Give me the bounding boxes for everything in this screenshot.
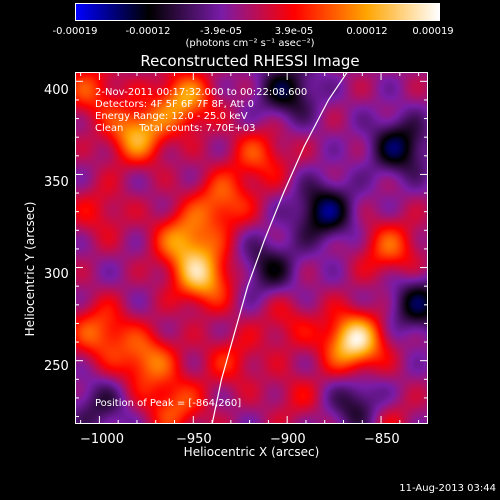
colorbar-tick-label: 0.00019 — [412, 26, 454, 37]
observation-time: 2-Nov-2011 00:17:32.000 to 00:22:08.600 — [95, 87, 308, 98]
x-axis-label: Heliocentric X (arcsec) — [183, 445, 320, 459]
colorbar-tick-label: -0.00012 — [125, 26, 171, 37]
x-tick-label: −1000 — [80, 432, 124, 447]
peak-position-text: Position of Peak = [-864,260] — [95, 398, 242, 409]
y-tick-label: 300 — [44, 267, 69, 282]
colorbar — [75, 3, 440, 21]
y-axis-label: Heliocentric Y (arcsec) — [23, 201, 37, 337]
x-tick-label: −850 — [364, 432, 400, 447]
plot-timestamp: 11-Aug-2013 03:44 — [399, 483, 496, 494]
colorbar-tick-label: 3.9e-05 — [274, 26, 314, 37]
y-tick-label: 250 — [44, 359, 69, 374]
x-tick-label: −900 — [270, 432, 306, 447]
colorbar-tick-label: -0.00019 — [52, 26, 98, 37]
clean-counts-info: Clean Total counts: 7.70E+03 — [95, 123, 256, 134]
colorbar-gradient — [76, 4, 439, 20]
x-tick-label: −950 — [176, 432, 212, 447]
y-tick-label: 400 — [44, 83, 69, 98]
colorbar-tick-label: 0.00012 — [346, 26, 388, 37]
chart-title: Reconstructed RHESSI Image — [140, 52, 360, 70]
solar-limb-line — [211, 72, 348, 424]
colorbar-tick-label: -3.9e-05 — [200, 26, 242, 37]
detectors-info: Detectors: 4F 5F 6F 7F 8F, Att 0 — [95, 99, 255, 110]
y-tick-label: 350 — [44, 175, 69, 190]
heatmap-image — [75, 72, 428, 424]
heatmap-canvas — [75, 72, 428, 424]
colorbar-units: (photons cm⁻² s⁻¹ asec⁻²) — [185, 38, 315, 49]
plot-frame-border — [75, 72, 428, 424]
plot-overlay — [75, 72, 428, 424]
energy-range-info: Energy Range: 12.0 - 25.0 keV — [95, 111, 248, 122]
